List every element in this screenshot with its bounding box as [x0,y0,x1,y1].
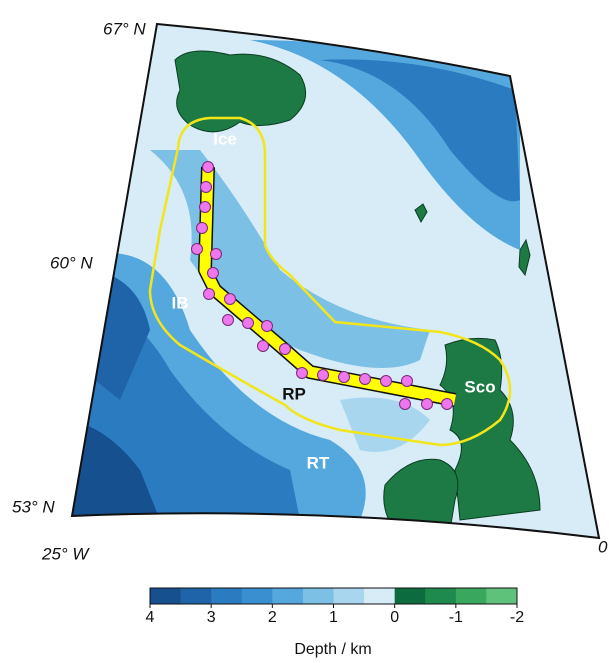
station [399,398,411,410]
mid-sea [150,150,430,368]
colorbar-segment [150,588,182,604]
scotland [439,337,541,521]
colorbar-tick-label: 0 [390,609,399,626]
colorbar-segment [425,588,457,604]
region-label: RT [307,453,330,472]
colorbar-segment [180,588,212,604]
colorbar-segment [241,588,273,604]
region-outline [148,116,512,447]
lat-label: 67° N [103,19,146,38]
colorbar-label: Depth / km [294,641,371,658]
colorbar-segment [272,588,304,604]
station [191,243,203,255]
station [224,293,236,305]
colorbar-segment [394,588,426,604]
station [441,398,453,410]
colorbar-segment [455,588,487,604]
station [222,314,234,326]
station [401,375,413,387]
colorbar-segment [364,588,396,604]
lat-label: 53° N [12,497,55,516]
islands [414,203,531,277]
region-label: Sco [464,377,495,396]
station [338,371,350,383]
colorbar-tick-label: 3 [207,609,216,626]
colorbar-tick-label: 4 [146,609,155,626]
stations [191,161,453,410]
station [279,343,291,355]
station [200,181,212,193]
colorbar-tick-label: 1 [329,609,338,626]
station [196,222,208,234]
deep-sea [320,59,520,202]
map-body [72,24,599,538]
region-label: Ice [213,129,237,148]
station [202,161,214,173]
station [296,367,308,379]
station [380,375,392,387]
colorbar-segment [211,588,243,604]
colorbar-segment [333,588,365,604]
region-label: IB [172,293,189,312]
station [199,201,211,213]
lon-label: 25° W [41,544,90,563]
colorbar-segment [302,588,334,604]
station [257,340,269,352]
ireland [383,458,459,531]
map-frame [70,22,601,540]
colorbar: 4 3 2 1 0 -1 -2 [146,587,524,626]
lat-label: 60° N [50,253,93,272]
region-label: RP [282,384,306,403]
colorbar-tick-label: -2 [510,609,524,626]
station [207,267,219,279]
station [203,288,215,300]
colorbar-tick-label: 2 [268,609,277,626]
station [421,398,433,410]
deep-sea [72,420,160,520]
lon-label: 0° [598,537,609,556]
station [210,248,222,260]
station [261,320,273,332]
shelf [340,397,430,452]
colorbar-segment [486,588,518,604]
colorbar-tick-label: -1 [449,609,463,626]
station [317,369,329,381]
station [359,373,371,385]
station [242,317,254,329]
